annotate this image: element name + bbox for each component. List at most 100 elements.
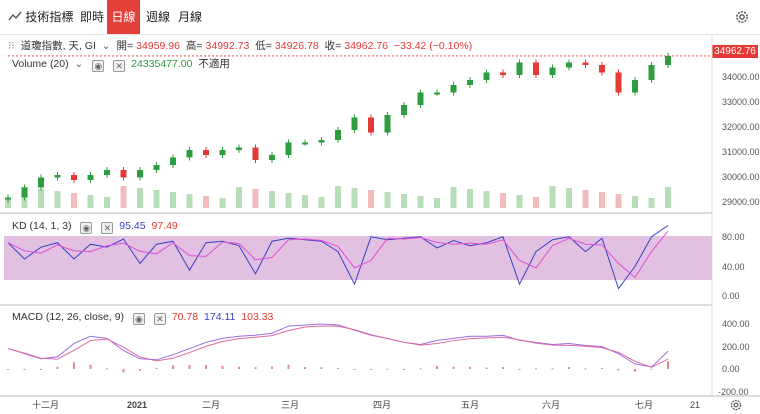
candle-body [483,72,490,80]
macd-histogram-bar [205,365,207,369]
close-icon[interactable]: ✕ [153,313,166,325]
macd-value-1: 70.78 [171,311,199,323]
candle-body [351,117,358,130]
candle-body [500,72,506,75]
x-tick: 六月 [542,399,560,410]
volume-bar [467,189,473,208]
candle-body [137,170,143,178]
candle-body [450,85,457,93]
volume-bar [417,196,424,208]
macd-histogram-bar [188,365,191,369]
kd-tick: 40.00 [722,262,745,272]
settings-gear-icon[interactable] [734,9,750,25]
volume-value: 24335477.00 [131,58,193,70]
macd-histogram-bar [73,362,75,369]
volume-bar [285,193,292,208]
macd-histogram-bar [122,369,125,373]
close-icon[interactable]: ✕ [113,60,126,72]
macd-histogram-bar [535,368,537,370]
volume-bar [615,194,622,208]
macd-histogram-bar [254,367,257,369]
macd-histogram-bar [337,367,339,369]
visibility-toggle-icon[interactable]: ◉ [80,222,93,234]
volume-bar [5,198,11,208]
macd-histogram-bar [172,365,174,369]
volume-bar [137,188,143,208]
volume-bar [269,191,275,208]
kd-y-axis: 80.00 40.00 0.00 [722,232,745,301]
candle-body [153,165,160,170]
visibility-toggle-icon[interactable]: ◉ [92,60,105,72]
price-tick: 30000.00 [722,172,760,182]
volume-bar [549,186,556,208]
tab-daily[interactable]: 日線 [107,0,140,34]
macd-signal-line [7,325,669,368]
candle-body [318,140,325,143]
volume-bar [665,187,671,208]
candle-body [252,147,259,160]
toolbar-divider [0,34,760,35]
volume-bar [335,186,341,208]
macd-histogram-bar [568,367,570,369]
candle-body [434,92,440,95]
volume-bar [203,196,209,208]
macd-tick: 400.00 [722,319,750,329]
indicator-label: 技術指標 [25,10,74,24]
kd-band [4,236,712,280]
tab-monthly[interactable]: 月線 [178,10,203,24]
candle-body [269,155,275,160]
close-icon[interactable]: ✕ [101,222,114,234]
change-value: −33.42 (−0.10%) [393,40,473,52]
chart-toolbar: 技術指標 即時 日線 週線 月線 [0,0,760,34]
tab-realtime[interactable]: 即時 [80,10,105,24]
kd-label[interactable]: KD (14, 1, 3) [12,220,72,232]
candle-body [368,117,374,133]
candle-body [599,65,605,73]
macd-value-2: 174.11 [204,311,236,323]
candle-body [236,147,242,150]
settings-gear-icon[interactable] [729,398,743,412]
volume-bar [368,190,374,208]
x-tick: 二月 [202,400,220,410]
last-price-tag: 34962.76 [712,45,758,58]
candle-body [615,72,622,93]
candle-body [87,175,94,180]
macd-histogram-bar [403,369,405,370]
macd-histogram-bar [601,367,603,369]
volume-bar [450,187,457,208]
volume-bar [54,191,61,208]
candle-body [665,55,671,65]
candle-body [5,197,11,200]
candle-body [285,142,292,155]
candle-body [104,170,110,175]
macd-histogram-bar [271,366,273,369]
volume-bar [483,191,490,208]
high-value: 34992.73 [205,40,250,52]
candle-body [219,150,226,155]
volume-bar [318,197,325,208]
candle-body [203,150,209,155]
macd-histogram-bar [370,369,372,370]
main-legend: ⁝⁝ 道瓊指數, 天, GI ⌄ 開= 34959.96 高= 34992.73 低… [8,38,475,53]
volume-bar [599,192,605,208]
volume-bar [434,198,440,208]
symbol-label[interactable]: 道瓊指數, 天, GI [20,40,96,52]
macd-histogram-bar [139,369,141,371]
macd-histogram-bar [304,367,306,369]
move-handle-icon[interactable]: ⁝⁝ [8,40,15,52]
low-value: 34926.78 [274,40,319,52]
tab-weekly[interactable]: 週線 [146,10,171,24]
macd-histogram-bar [469,366,471,369]
chevron-down-icon[interactable]: ⌄ [101,40,111,52]
visibility-toggle-icon[interactable]: ◉ [132,313,145,325]
high-label: 高= [185,40,203,52]
chevron-down-icon[interactable]: ⌄ [74,58,84,70]
volume-label[interactable]: Volume (20) [12,58,69,70]
macd-histogram-bar [617,369,620,371]
volume-bar [120,186,127,208]
indicator-button[interactable]: 技術指標 [8,0,73,34]
kd-legend: KD (14, 1, 3) ◉ ✕ 95.45 97.49 [12,220,181,234]
price-tick: 34000.00 [722,72,760,82]
macd-label[interactable]: MACD (12, 26, close, 9) [12,311,125,323]
volume-bar [219,198,226,208]
